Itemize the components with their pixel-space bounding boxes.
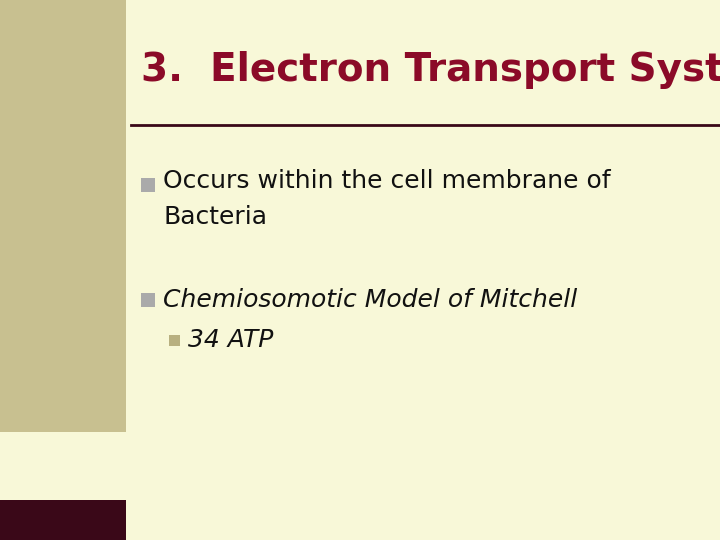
Bar xyxy=(141,293,155,307)
Bar xyxy=(0,500,126,540)
Text: 34 ATP: 34 ATP xyxy=(188,328,274,352)
Text: Bacteria: Bacteria xyxy=(163,205,267,229)
Bar xyxy=(0,0,126,432)
Text: Occurs within the cell membrane of: Occurs within the cell membrane of xyxy=(163,169,611,193)
Text: 3.  Electron Transport System: 3. Electron Transport System xyxy=(141,51,720,89)
Text: Chemiosomotic Model of Mitchell: Chemiosomotic Model of Mitchell xyxy=(163,288,577,312)
Bar xyxy=(141,178,155,192)
Bar xyxy=(169,334,180,346)
